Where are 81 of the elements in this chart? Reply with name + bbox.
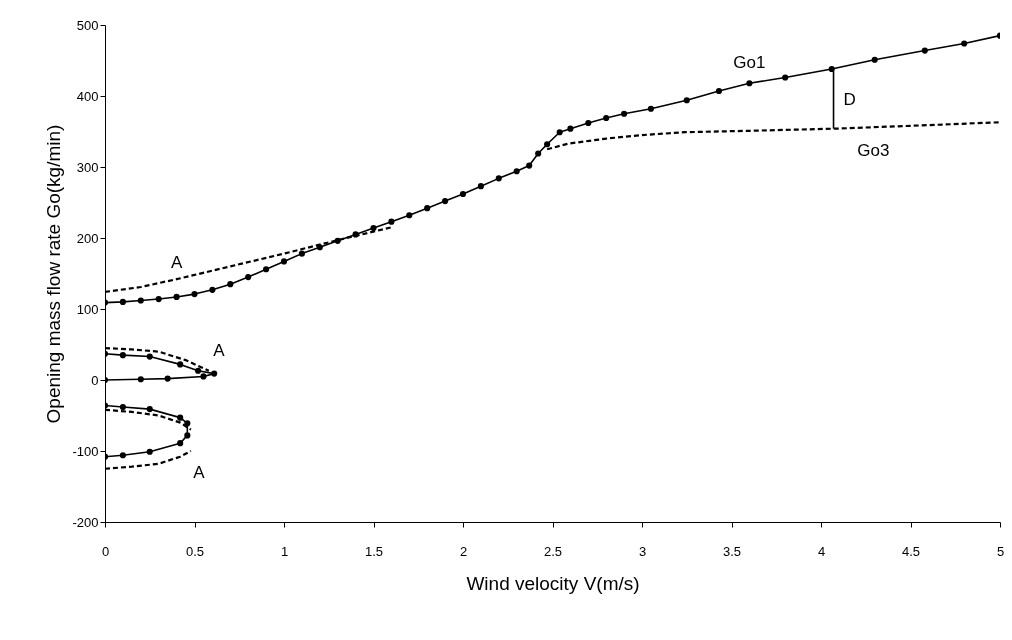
y-tick-label: -200 — [72, 514, 99, 530]
point — [200, 373, 207, 380]
point — [513, 168, 520, 175]
point — [119, 403, 126, 411]
point — [406, 212, 413, 219]
point — [782, 74, 789, 81]
point — [961, 40, 968, 47]
x-tick-label: 2.5 — [543, 543, 563, 559]
point — [245, 273, 252, 281]
point — [184, 432, 191, 439]
x-tick-label: 4.5 — [901, 543, 921, 559]
point — [683, 97, 690, 104]
point — [263, 266, 270, 273]
x-tick-label: 1 — [280, 543, 289, 559]
y-tick-label: 500 — [76, 17, 99, 33]
point — [544, 141, 551, 148]
point — [388, 218, 395, 225]
point — [177, 440, 184, 447]
y-tick-label: 100 — [76, 301, 99, 317]
x-tick-label: 4 — [817, 543, 826, 559]
point — [119, 452, 126, 459]
x-tick-label: 3 — [638, 543, 647, 559]
annotation: A — [213, 340, 226, 360]
point — [227, 281, 234, 288]
y-tick-label: 400 — [76, 88, 99, 104]
x-tick-label: 5 — [996, 543, 1005, 559]
point — [495, 175, 502, 182]
point — [603, 114, 610, 122]
point — [370, 224, 377, 232]
point — [146, 406, 153, 413]
point — [526, 162, 533, 169]
point — [921, 47, 928, 54]
point — [715, 87, 723, 95]
point — [477, 183, 484, 190]
y-tick-label: 200 — [76, 230, 99, 246]
x-axis-title: Wind velocity V(m/s) — [466, 572, 640, 594]
point — [164, 375, 171, 382]
x-tick-label: 0 — [101, 543, 110, 559]
point — [871, 56, 878, 63]
annotation: Go3 — [857, 140, 890, 160]
annotation: Go1 — [733, 53, 766, 73]
point — [119, 352, 126, 359]
point — [535, 150, 542, 157]
point — [137, 376, 144, 383]
y-axis-title: Opening mass flow rate Go(kg/min) — [43, 124, 65, 424]
point — [155, 295, 162, 303]
annotation: A — [193, 463, 206, 482]
y-tick-label: 0 — [91, 372, 99, 388]
point — [280, 258, 288, 265]
point — [173, 293, 180, 301]
point — [459, 190, 467, 198]
point — [746, 80, 753, 87]
y-tick-label: -100 — [72, 443, 99, 459]
point — [567, 125, 574, 132]
x-tick-label: 1.5 — [364, 543, 384, 559]
point — [556, 129, 563, 136]
point — [828, 65, 835, 73]
point — [119, 298, 126, 305]
line-series — [105, 402, 191, 460]
point — [442, 198, 449, 205]
point — [211, 370, 218, 377]
annotation: D — [843, 90, 856, 110]
point — [191, 291, 198, 298]
x-tick-label: 2 — [459, 543, 468, 559]
point — [585, 119, 592, 127]
point — [424, 205, 431, 212]
x-tick-label: 0.5 — [185, 543, 205, 559]
point — [146, 353, 153, 360]
point — [177, 361, 184, 368]
point — [195, 367, 202, 374]
point — [209, 286, 216, 293]
point — [621, 110, 628, 117]
annotation: A — [170, 253, 183, 273]
point — [177, 414, 184, 421]
point — [647, 105, 655, 112]
point — [137, 297, 144, 304]
point — [146, 448, 153, 455]
x-tick-label: 3.5 — [722, 543, 742, 559]
point — [298, 250, 305, 257]
y-tick-label: 300 — [76, 159, 99, 175]
point — [184, 420, 191, 427]
